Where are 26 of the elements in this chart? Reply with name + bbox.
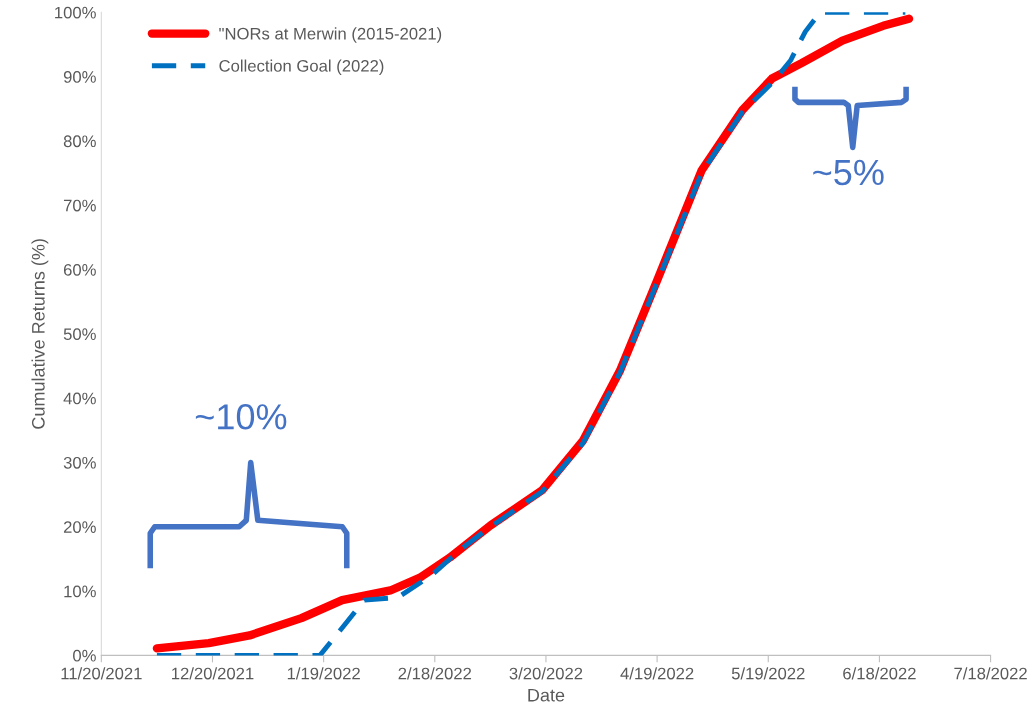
x-tick-label: 11/20/2021 [61,667,142,680]
legend-label: Collection Goal (2022) [219,59,384,76]
y-tick-label: 40% [63,392,96,405]
x-tick-label: 3/20/2022 [509,667,583,680]
y-tick-label: 0% [73,649,96,662]
y-tick-label: 20% [63,521,96,533]
legend-label: "NORs at Merwin (2015-2021) [219,27,442,43]
y-axis-title: Cumulative Returns (%) [31,239,49,429]
x-axis-title: Date [528,688,565,702]
y-tick-label: 80% [63,135,96,148]
x-tick-label: 4/19/2022 [620,667,694,680]
x-tick-label: 2/18/2022 [398,667,472,680]
y-tick-label: 90% [63,71,96,83]
y-tick-label: 50% [63,328,96,341]
annotation: ~10% [195,404,287,430]
x-tick-label: 12/20/2021 [172,667,254,680]
annotation: ~5% [813,159,884,186]
y-tick-label: 10% [64,585,96,598]
y-tick-label: 30% [63,456,96,469]
x-tick-label: 5/19/2022 [731,667,805,680]
y-tick-label: 70% [63,199,96,212]
x-tick-label: 6/18/2022 [843,667,916,680]
x-tick-label: 1/19/2022 [287,667,360,680]
y-tick-label: 100% [55,6,96,19]
x-tick-label: 7/18/2022 [954,667,1027,680]
y-tick-label: 60% [63,263,96,276]
